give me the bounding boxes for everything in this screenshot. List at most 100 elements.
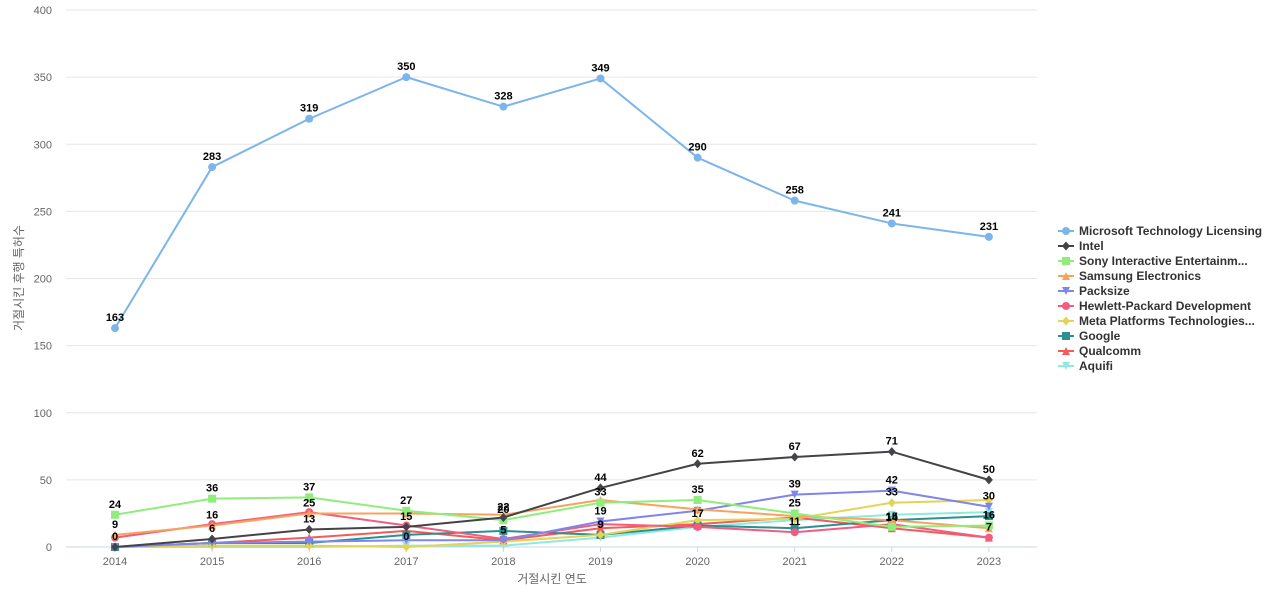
data-point — [111, 510, 119, 519]
x-tick-label: 2014 — [103, 556, 127, 568]
series-line — [114, 76, 990, 329]
data-label: 290 — [688, 142, 706, 154]
data-point — [887, 498, 896, 508]
data-point — [596, 524, 605, 533]
data-point — [693, 505, 702, 514]
data-point — [887, 486, 896, 495]
data-point — [887, 510, 896, 519]
y-tick-label: 400 — [34, 5, 52, 17]
legend-label: Sony Interactive Entertainm... — [1079, 254, 1248, 268]
x-tick-label: 2017 — [394, 556, 418, 568]
x-tick-label: 2020 — [685, 556, 709, 568]
data-point — [984, 521, 993, 530]
legend-label: Meta Platforms Technologies... — [1079, 314, 1255, 328]
data-label: 16 — [206, 510, 218, 522]
series-3 — [111, 493, 993, 531]
legend-marker — [1062, 347, 1070, 355]
legend-item[interactable]: Hewlett-Packard Development — [1058, 299, 1251, 313]
legend-label: Aquifi — [1079, 359, 1113, 373]
data-point — [596, 517, 605, 526]
legend-marker — [1062, 316, 1070, 326]
series-line — [114, 516, 989, 548]
legend-label: Intel — [1079, 239, 1104, 253]
x-tick-label: 2023 — [977, 556, 1001, 568]
x-axis-title: 거절시킨 연도 — [517, 572, 587, 586]
data-point — [693, 515, 702, 525]
legend-item[interactable]: Microsoft Technology Licensing — [1058, 224, 1262, 238]
data-label: 231 — [980, 221, 998, 233]
data-label: 350 — [397, 61, 415, 73]
data-point — [402, 506, 411, 515]
legend-marker — [1062, 332, 1070, 340]
legend-marker — [1062, 257, 1070, 265]
series-group — [111, 73, 993, 552]
legend-marker — [1062, 362, 1070, 370]
series-2 — [111, 447, 993, 552]
data-label: 25 — [303, 497, 315, 509]
data-point — [305, 525, 314, 535]
legend-item[interactable]: Intel — [1058, 239, 1104, 253]
data-label: 30 — [983, 491, 995, 503]
data-point — [402, 542, 411, 552]
legend-marker — [1062, 272, 1070, 280]
data-point — [499, 102, 508, 111]
y-tick-label: 300 — [34, 139, 52, 151]
data-label: 15 — [400, 511, 412, 523]
data-label: 42 — [886, 475, 898, 487]
data-point — [984, 533, 993, 542]
legend-label: Packsize — [1079, 284, 1130, 298]
x-tick-label: 2019 — [588, 556, 612, 568]
legend-marker — [1062, 241, 1070, 251]
data-label: 67 — [789, 441, 801, 453]
data-label: 20 — [497, 504, 509, 516]
grid-lines — [66, 9, 1037, 481]
data-label: 62 — [691, 448, 703, 460]
data-point — [790, 509, 799, 518]
data-label: 50 — [983, 464, 995, 476]
legend-item[interactable]: Packsize — [1058, 284, 1130, 298]
legend-item[interactable]: Samsung Electronics — [1058, 269, 1201, 283]
series-line — [114, 496, 989, 528]
x-axis-ticks: 2014 2015 2016 2017 2018 2019 2020 2021 2022 2023 — [103, 547, 1001, 568]
x-tick-label: 2016 — [297, 556, 321, 568]
data-point — [984, 495, 993, 505]
data-label: 36 — [206, 483, 218, 495]
data-point — [305, 541, 314, 551]
legend-item[interactable]: Google — [1058, 329, 1121, 343]
data-point — [402, 536, 411, 545]
series-1 — [111, 73, 993, 333]
data-label: 15 — [886, 511, 898, 523]
legend-item[interactable]: Meta Platforms Technologies... — [1058, 314, 1255, 328]
data-label: 319 — [300, 103, 318, 115]
data-point — [984, 512, 993, 521]
series-line — [114, 489, 990, 548]
data-label: 283 — [203, 151, 221, 163]
data-point — [984, 508, 993, 517]
legend-item[interactable]: Qualcomm — [1058, 344, 1141, 358]
y-tick-label: 150 — [34, 341, 52, 353]
data-point — [790, 528, 799, 537]
data-point — [693, 522, 702, 531]
data-label: 39 — [789, 479, 801, 491]
legend-marker — [1062, 227, 1070, 235]
legend-item[interactable]: Sony Interactive Entertainm... — [1058, 254, 1248, 268]
data-point — [499, 512, 508, 522]
data-label: 328 — [494, 91, 512, 103]
data-label: 35 — [691, 484, 703, 496]
data-point — [693, 459, 702, 469]
data-label: 13 — [303, 514, 315, 526]
data-label: 14 — [886, 512, 899, 524]
series-line — [114, 450, 990, 548]
series-line — [114, 499, 989, 548]
legend-label: Qualcomm — [1079, 344, 1141, 358]
data-point — [887, 219, 896, 228]
legend-item[interactable]: Aquifi — [1058, 359, 1113, 373]
data-label: 33 — [594, 487, 606, 499]
data-label: 71 — [886, 436, 898, 448]
data-label: 163 — [106, 312, 124, 324]
data-point — [887, 447, 896, 457]
data-point — [887, 516, 896, 525]
data-point — [596, 530, 605, 540]
